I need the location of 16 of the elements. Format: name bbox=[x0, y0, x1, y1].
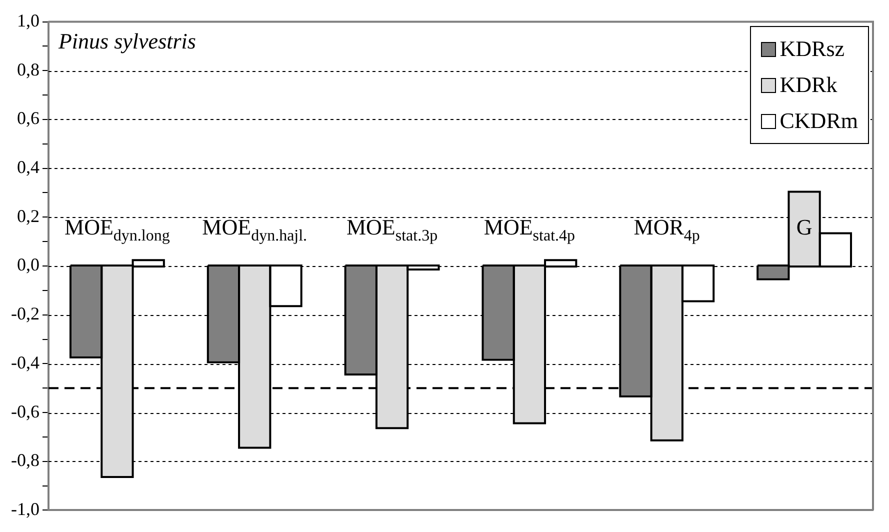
chart-title: Pinus sylvestris bbox=[57, 28, 196, 54]
x-tick-label: G bbox=[796, 214, 812, 240]
y-tick-label: 0,0 bbox=[16, 254, 40, 275]
y-tick-label: -0,6 bbox=[10, 401, 40, 422]
legend-label: CKDRm bbox=[780, 107, 858, 135]
y-tick-label: 0,8 bbox=[16, 59, 40, 80]
y-tick-label: 0,2 bbox=[16, 206, 40, 226]
y-tick-label: -0,4 bbox=[10, 352, 40, 372]
legend-label: KDRsz bbox=[780, 35, 845, 63]
y-tick-label: 1,0 bbox=[16, 10, 40, 31]
y-tick-label: -1,0 bbox=[10, 498, 40, 519]
y-tick-label: -0,2 bbox=[10, 304, 40, 324]
y-tick-label: 0,4 bbox=[16, 157, 40, 178]
legend-label: KDRk bbox=[780, 71, 838, 99]
y-tick-label: -0,8 bbox=[10, 450, 40, 470]
y-tick-label: 0,6 bbox=[16, 108, 40, 128]
